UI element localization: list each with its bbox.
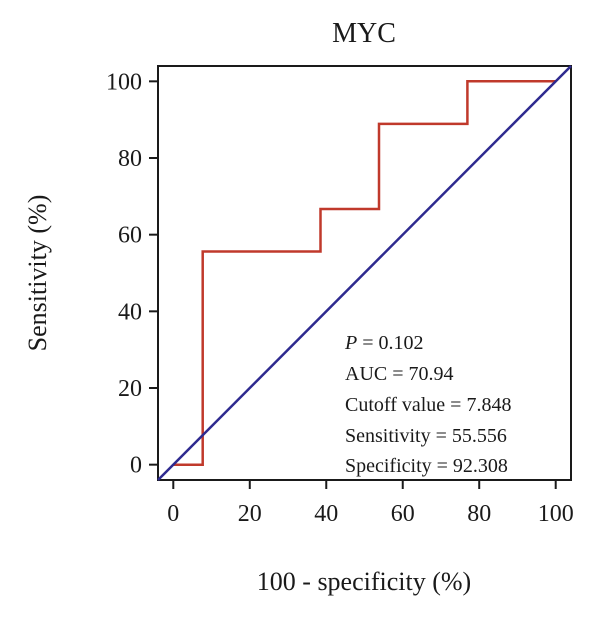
- x-tick-label: 40: [314, 501, 338, 527]
- y-tick-label: 100: [106, 69, 142, 95]
- annotation-cutoff: Cutoff value = 7.848: [345, 394, 511, 416]
- annotation-specificity: Specificity = 92.308: [345, 455, 508, 477]
- x-tick-label: 80: [467, 501, 491, 527]
- x-axis-label: 100 - specificity (%): [257, 567, 471, 596]
- annotation-auc: AUC = 70.94: [345, 363, 454, 385]
- reference-diagonal: [157, 65, 572, 481]
- y-axis-label: Sensitivity (%): [23, 195, 52, 352]
- y-tick-label: 80: [118, 146, 142, 172]
- axis-ticks: 0 20 40 60 80 100 0 20 40 60 80 100: [106, 69, 574, 527]
- x-tick-label: 60: [391, 501, 415, 527]
- series-layer: [157, 65, 572, 481]
- annotation-sensitivity: Sensitivity = 55.556: [345, 425, 507, 447]
- x-tick-label: 20: [238, 501, 262, 527]
- chart-title: MYC: [332, 18, 396, 49]
- roc-curve: [173, 80, 556, 466]
- plot-frame: [157, 65, 572, 481]
- annotation-p: P = 0.102: [344, 332, 424, 354]
- x-tick-label: 0: [167, 501, 179, 527]
- y-tick-label: 0: [130, 453, 142, 479]
- y-tick-label: 40: [118, 299, 142, 325]
- y-tick-label: 60: [118, 223, 142, 249]
- y-tick-label: 20: [118, 376, 142, 402]
- x-tick-label: 100: [538, 501, 574, 527]
